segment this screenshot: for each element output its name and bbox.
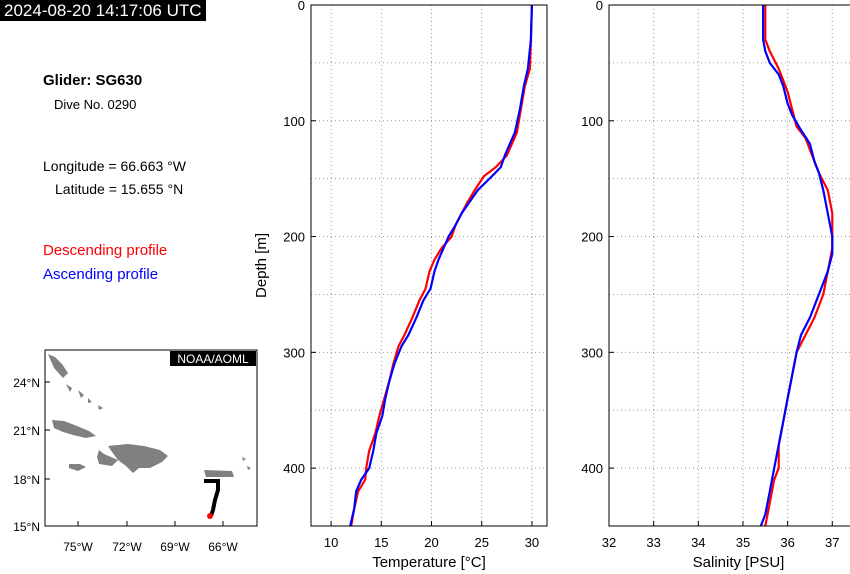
temperature-grid [311,4,547,527]
dive-number: Dive No. 0290 [54,97,137,112]
latitude-readout: Latitude = 15.655 °N [55,181,184,197]
glider-name: Glider: SG630 [43,72,143,89]
salinity-depth-chart: 32 33 34 35 36 37 0 100 200 300 400 Salinity [PSU] [581,0,850,571]
glider-position-marker [207,513,213,519]
map-lat-tick: 15°N [13,520,40,534]
salinity-x-tick-label: 35 [736,535,750,550]
salinity-y-tick-label: 300 [581,345,603,360]
salinity-ticks: 32 33 34 35 36 37 0 100 200 300 400 [581,0,839,550]
salinity-y-tick-label: 100 [581,114,603,129]
depth-y-axis-label: Depth [m] [253,233,270,298]
temperature-ascending-line [349,4,533,527]
map-lon-tick: 72°W [112,540,142,554]
temperature-series [349,4,533,527]
map-lat-tick: 21°N [13,424,40,438]
temperature-x-tick-label: 15 [374,535,388,550]
glider-track [204,479,220,517]
salinity-x-tick-label: 36 [780,535,794,550]
legend-ascending: Ascending profile [43,266,159,283]
map-lat-tick: 24°N [13,376,40,390]
salinity-descending-line [764,5,834,527]
salinity-x-tick-label: 33 [646,535,660,550]
longitude-readout: Longitude = 66.663 °W [43,158,186,174]
salinity-y-tick-label: 0 [596,0,603,13]
temperature-descending-line [350,4,533,527]
timestamp-banner: 2024-08-20 14:17:06 UTC [0,0,206,21]
temperature-y-tick-label: 300 [283,345,305,360]
map-lon-tick: 66°W [208,540,238,554]
temperature-y-tick-label: 0 [298,0,305,13]
temperature-x-axis-label: Temperature [°C] [372,554,486,571]
map-land [48,354,251,477]
map-lon-tick: 69°W [160,540,190,554]
salinity-y-tick-label: 400 [581,461,603,476]
salinity-x-tick-label: 34 [691,535,705,550]
temperature-y-tick-label: 200 [283,230,305,245]
salinity-x-tick-label: 32 [602,535,616,550]
salinity-series [759,5,834,527]
salinity-ascending-line [759,5,834,527]
salinity-x-axis-label: Salinity [PSU] [693,554,785,571]
salinity-grid [608,4,850,527]
temperature-y-tick-label: 100 [283,114,305,129]
salinity-plot-frame [608,4,850,527]
temperature-plot-frame [310,4,548,527]
map-badge: NOAA/AOML [177,352,249,366]
map-lat-tick: 18°N [13,473,40,487]
map-badge-bg [170,351,256,366]
temperature-x-tick-label: 25 [474,535,488,550]
temperature-x-tick-label: 20 [424,535,438,550]
salinity-x-tick-label: 37 [825,535,839,550]
map-lon-tick: 75°W [63,540,93,554]
temperature-y-tick-label: 400 [283,461,305,476]
location-map: NOAA/AOML 24°N 21°N 18°N 15°N 75°W 72°W … [13,349,258,554]
legend-descending: Descending profile [43,242,168,259]
temperature-x-tick-label: 30 [525,535,539,550]
temperature-x-tick-label: 10 [324,535,338,550]
map-frame [44,349,258,527]
salinity-y-tick-label: 200 [581,230,603,245]
